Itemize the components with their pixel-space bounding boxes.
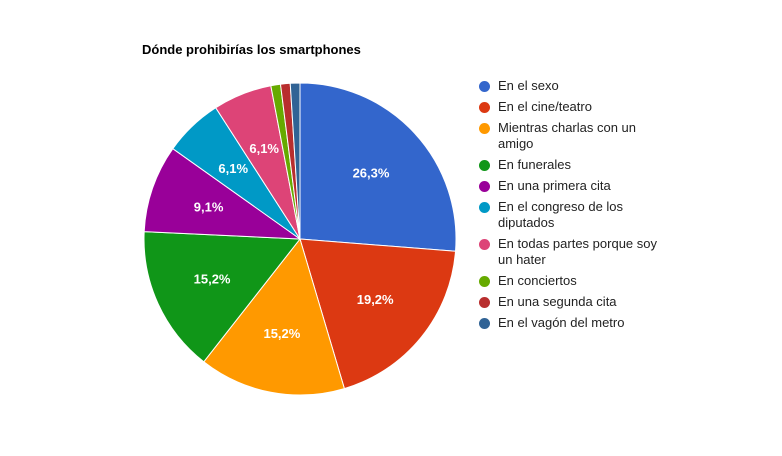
legend-item-6[interactable]: En el congreso de los diputados	[474, 199, 664, 231]
pie-slice-4[interactable]	[143, 231, 301, 363]
legend-swatch-icon	[479, 181, 490, 192]
legend-label: En el congreso de los diputados	[498, 199, 624, 230]
legend-label: En conciertos	[498, 273, 577, 288]
pie-slice-label-2: 19,2%	[357, 292, 394, 307]
pie-slice-label-7: 6,1%	[249, 141, 279, 156]
legend-swatch-icon	[479, 102, 490, 113]
legend-swatch-icon	[479, 297, 490, 308]
pie-slice-10[interactable]	[289, 82, 301, 240]
legend-label: En el vagón del metro	[498, 315, 625, 330]
legend-item-9[interactable]: En una segunda cita	[474, 294, 664, 310]
legend-item-2[interactable]: En el cine/teatro	[474, 99, 664, 115]
legend-item-4[interactable]: En funerales	[474, 157, 664, 173]
legend-swatch-icon	[479, 276, 490, 287]
pie-slice-2[interactable]	[299, 238, 457, 390]
pie-slice-3[interactable]	[203, 237, 345, 396]
legend-item-1[interactable]: En el sexo	[474, 78, 664, 94]
legend-swatch-icon	[479, 318, 490, 329]
pie-slice-label-6: 6,1%	[218, 161, 248, 176]
legend-label: En todas partes porque soy un hater	[498, 236, 657, 267]
legend-label: En una primera cita	[498, 178, 611, 193]
legend-label: En una segunda cita	[498, 294, 617, 309]
legend-swatch-icon	[479, 160, 490, 171]
legend-item-8[interactable]: En conciertos	[474, 273, 664, 289]
legend-swatch-icon	[479, 202, 490, 213]
legend-label: Mientras charlas con un amigo	[498, 120, 637, 151]
legend-item-7[interactable]: En todas partes porque soy un hater	[474, 236, 664, 268]
pie-slice-1[interactable]	[299, 82, 457, 252]
legend-label: En funerales	[498, 157, 571, 172]
legend-swatch-icon	[479, 239, 490, 250]
chart-legend: En el sexo En el cine/teatro Mientras char…	[474, 78, 664, 336]
pie-slice-label-1: 26,3%	[353, 165, 390, 180]
pie-slice-5[interactable]	[143, 147, 302, 240]
legend-swatch-icon	[479, 123, 490, 134]
pie-slice-label-5: 9,1%	[194, 199, 224, 214]
chart-title: Dónde prohibirías los smartphones	[142, 42, 361, 57]
pie-slice-label-3: 15,2%	[263, 326, 300, 341]
pie-slice-label-4: 15,2%	[194, 271, 231, 286]
legend-item-3[interactable]: Mientras charlas con un amigo	[474, 120, 664, 152]
legend-label: En el cine/teatro	[498, 99, 592, 114]
legend-label: En el sexo	[498, 78, 559, 93]
legend-item-10[interactable]: En el vagón del metro	[474, 315, 664, 331]
legend-swatch-icon	[479, 81, 490, 92]
legend-item-5[interactable]: En una primera cita	[474, 178, 664, 194]
